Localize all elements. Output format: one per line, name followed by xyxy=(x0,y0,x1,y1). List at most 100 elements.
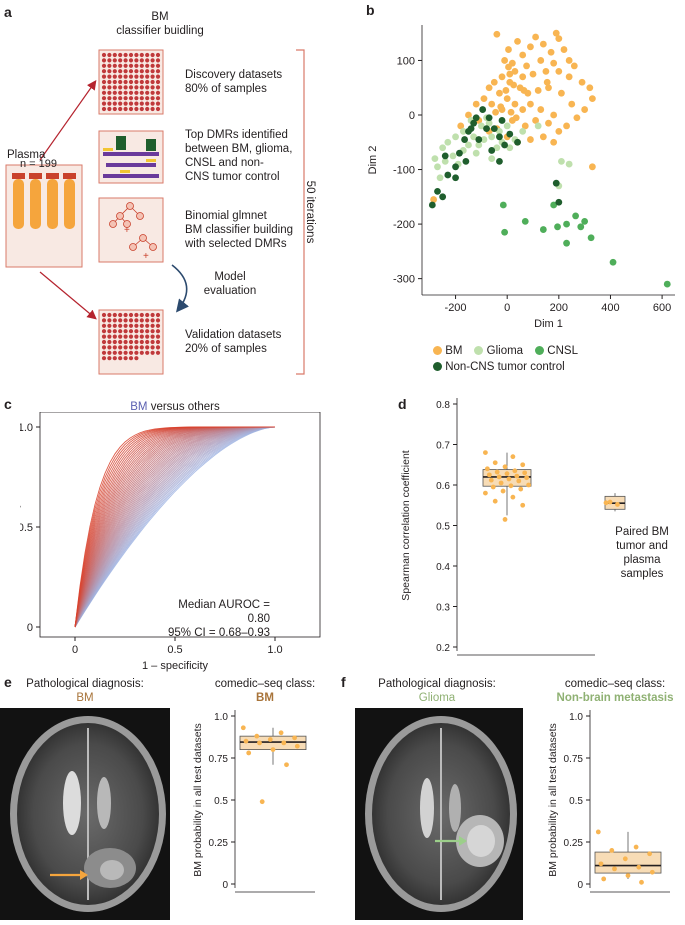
scatter-point xyxy=(472,114,480,122)
scatter-point xyxy=(550,201,558,209)
scatter-point xyxy=(439,144,447,152)
validation-dot xyxy=(118,356,123,361)
step2-line1: Top DMRs identified xyxy=(185,129,288,141)
step-validation: Validation datasets 20% of samples xyxy=(185,328,281,356)
legend-swatch-cnsl xyxy=(535,346,545,356)
scatter-point xyxy=(663,280,671,288)
legend-item-bm: BM xyxy=(433,345,462,357)
validation-dot xyxy=(150,318,155,323)
validation-dot xyxy=(134,350,139,355)
discovery-dot xyxy=(150,63,155,68)
validation-dot xyxy=(145,345,150,350)
discovery-dot xyxy=(107,63,112,68)
x-tick-label: 0 xyxy=(504,302,510,314)
arrow-to-validation xyxy=(39,271,97,320)
discovery-dot xyxy=(155,74,161,79)
roc-frame xyxy=(39,412,321,638)
workflow-diagram: + + xyxy=(5,49,305,375)
validation-dot xyxy=(101,312,107,318)
y-tick-label: 0.6 xyxy=(436,481,450,492)
scatter-point xyxy=(496,157,503,165)
scatter-point xyxy=(479,106,487,113)
discovery-dot xyxy=(145,101,150,106)
discovery-dot xyxy=(145,74,150,79)
discovery-dot xyxy=(134,85,139,90)
validation-dot xyxy=(107,312,112,318)
discovery-dot xyxy=(134,96,139,101)
dmr-bars-icon xyxy=(103,136,159,178)
validation-dot xyxy=(123,356,128,361)
y-axis-label: Spearman correlation coefficient xyxy=(400,450,412,600)
x-tick-label: 0.5 xyxy=(167,644,182,656)
discovery-dot xyxy=(145,79,150,85)
validation-dot xyxy=(150,329,155,334)
discovery-dot xyxy=(123,63,128,68)
scatter-point xyxy=(550,59,558,67)
discovery-dot xyxy=(128,79,134,85)
scatter-point xyxy=(505,46,512,53)
step4-line1: Model xyxy=(214,271,246,283)
validation-dot xyxy=(150,339,155,345)
validation-dot xyxy=(101,356,107,361)
scatter-point xyxy=(572,212,580,220)
data-point xyxy=(492,498,498,504)
validation-dot xyxy=(150,350,155,355)
data-point xyxy=(498,480,504,486)
scatter-point xyxy=(510,81,518,89)
y-axis-label: Dim 2 xyxy=(367,146,379,175)
scatter-point xyxy=(475,141,483,149)
y-tick-label: -200 xyxy=(393,219,415,231)
step-evaluation: Model evaluation xyxy=(190,270,270,298)
validation-dot xyxy=(155,334,161,339)
discovery-dot xyxy=(112,69,117,74)
scatter-point xyxy=(449,152,457,160)
validation-dot xyxy=(145,339,150,345)
validation-dot xyxy=(112,334,117,339)
x-tick-label: 0 xyxy=(72,644,78,656)
data-point xyxy=(494,469,500,475)
scatter-point xyxy=(485,114,493,122)
scatter-point xyxy=(555,35,563,43)
scatter-point xyxy=(588,163,596,171)
discovery-dot xyxy=(101,79,107,85)
scatter-point xyxy=(527,136,534,143)
discovery-dot xyxy=(150,58,155,63)
scatter-point xyxy=(587,234,595,242)
mri-image-glioma xyxy=(355,708,523,920)
x-axis-label: 1 – specificity xyxy=(142,660,209,672)
discovery-dot xyxy=(134,74,139,79)
svg-text:+: + xyxy=(124,225,130,236)
validation-dot xyxy=(118,329,123,334)
scatter-point xyxy=(581,217,589,225)
y-axis-label: BM probability in all test datasets xyxy=(192,723,204,877)
data-point xyxy=(278,730,284,736)
roc-curve xyxy=(74,426,276,628)
discovery-dot xyxy=(150,79,155,85)
step3-line1: Binomial glmnet xyxy=(185,210,267,222)
data-point xyxy=(284,762,289,768)
validation-dot xyxy=(118,312,123,318)
diag-f-label: Pathological diagnosis: xyxy=(378,678,496,690)
data-point xyxy=(598,861,604,867)
scatter-point xyxy=(493,30,501,38)
scatter-point xyxy=(545,84,552,92)
y-tick-label: 0 xyxy=(222,880,228,891)
validation-dot xyxy=(123,339,128,345)
scatter-point xyxy=(539,133,547,141)
discovery-dot xyxy=(107,106,112,112)
discovery-dot xyxy=(118,74,123,79)
scatter-point xyxy=(552,29,560,37)
class-e: comedic–seq class: BM xyxy=(200,677,330,705)
roc-curve xyxy=(74,426,276,628)
data-point xyxy=(522,470,528,476)
discovery-dot xyxy=(123,74,128,79)
discovery-dot xyxy=(134,106,139,112)
discovery-dot xyxy=(150,106,155,112)
scatter-point xyxy=(542,67,550,75)
discovery-dot xyxy=(150,96,155,101)
validation-dot xyxy=(101,350,107,355)
roc-curve xyxy=(74,426,276,628)
annot-line1: Paired BM xyxy=(615,526,669,538)
validation-dot xyxy=(101,339,107,345)
scatter-point xyxy=(496,133,503,141)
